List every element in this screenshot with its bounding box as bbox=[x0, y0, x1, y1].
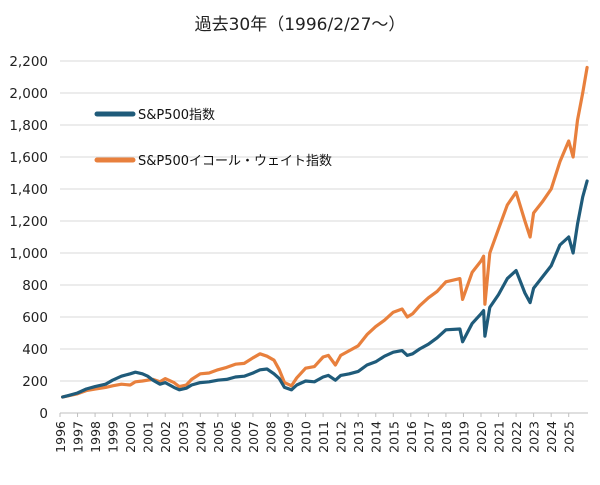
chart-title: 過去30年（1996/2/27～） bbox=[195, 15, 406, 35]
x-tick-label: 2001 bbox=[141, 421, 156, 453]
series-line-sp500 bbox=[61, 179, 589, 399]
legend-item-sp500: S&P500指数 bbox=[94, 108, 215, 123]
x-axis: 1996 1997 1998 1999 2000 2001 2002 2003 2004 2005… bbox=[53, 412, 588, 453]
x-tick-label: 1997 bbox=[71, 421, 86, 453]
x-tick-label: 2006 bbox=[228, 421, 243, 453]
y-tick-label: 600 bbox=[22, 310, 48, 326]
x-tick-label: 1996 bbox=[53, 421, 68, 453]
x-tick-label: 1998 bbox=[88, 421, 103, 453]
y-tick-label: 400 bbox=[22, 342, 48, 358]
series-lines bbox=[61, 65, 589, 399]
y-axis: 0 200 400 600 800 1,000 1,200 1,400 1,600 1,800 2,… bbox=[9, 54, 48, 422]
x-tick-label: 2017 bbox=[421, 421, 436, 453]
y-tick-label: 200 bbox=[22, 374, 48, 390]
x-tick-label: 2023 bbox=[527, 421, 542, 453]
x-tick-label: 2019 bbox=[456, 421, 471, 453]
y-tick-label: 1,600 bbox=[9, 150, 48, 166]
legend-label-equal-weight: S&P500イコール・ウェイト指数 bbox=[138, 154, 332, 169]
y-tick-label: 1,200 bbox=[9, 214, 48, 230]
x-tick-label: 2022 bbox=[509, 421, 524, 453]
x-tick-label: 2020 bbox=[474, 421, 489, 453]
legend-label-sp500: S&P500指数 bbox=[138, 108, 215, 123]
y-tick-label: 800 bbox=[22, 278, 48, 294]
legend-item-equal-weight: S&P500イコール・ウェイト指数 bbox=[94, 154, 332, 169]
y-tick-label: 2,200 bbox=[9, 54, 48, 70]
x-tick-label: 2016 bbox=[404, 421, 419, 453]
y-tick-label: 0 bbox=[39, 406, 48, 422]
x-tick-label: 2003 bbox=[176, 421, 191, 453]
x-tick-label: 2008 bbox=[263, 421, 278, 453]
y-tick-label: 1,800 bbox=[9, 118, 48, 134]
x-tick-label: 2010 bbox=[299, 421, 314, 453]
y-tick-label: 2,000 bbox=[9, 86, 48, 102]
x-tick-label: 2009 bbox=[281, 421, 296, 453]
x-tick-label: 2007 bbox=[246, 421, 261, 453]
x-tick-label: 2025 bbox=[562, 421, 577, 453]
x-tick-label: 2004 bbox=[193, 421, 208, 453]
x-tick-label: 2012 bbox=[334, 421, 349, 453]
y-tick-label: 1,000 bbox=[9, 246, 48, 262]
x-tick-label: 2011 bbox=[316, 421, 331, 453]
x-tick-label: 2005 bbox=[211, 421, 226, 453]
legend: S&P500指数 S&P500イコール・ウェイト指数 bbox=[94, 108, 332, 169]
y-tick-label: 1,400 bbox=[9, 182, 48, 198]
x-tick-label: 2000 bbox=[123, 421, 138, 453]
x-tick-label: 2002 bbox=[158, 421, 173, 453]
x-tick-label: 2013 bbox=[351, 421, 366, 453]
x-tick-label: 2021 bbox=[492, 421, 507, 453]
x-tick-label: 1999 bbox=[106, 421, 121, 453]
x-tick-label: 2014 bbox=[369, 421, 384, 453]
x-tick-label: 2018 bbox=[439, 421, 454, 453]
x-tick-label: 2024 bbox=[544, 421, 559, 453]
x-tick-label: 2015 bbox=[386, 421, 401, 453]
